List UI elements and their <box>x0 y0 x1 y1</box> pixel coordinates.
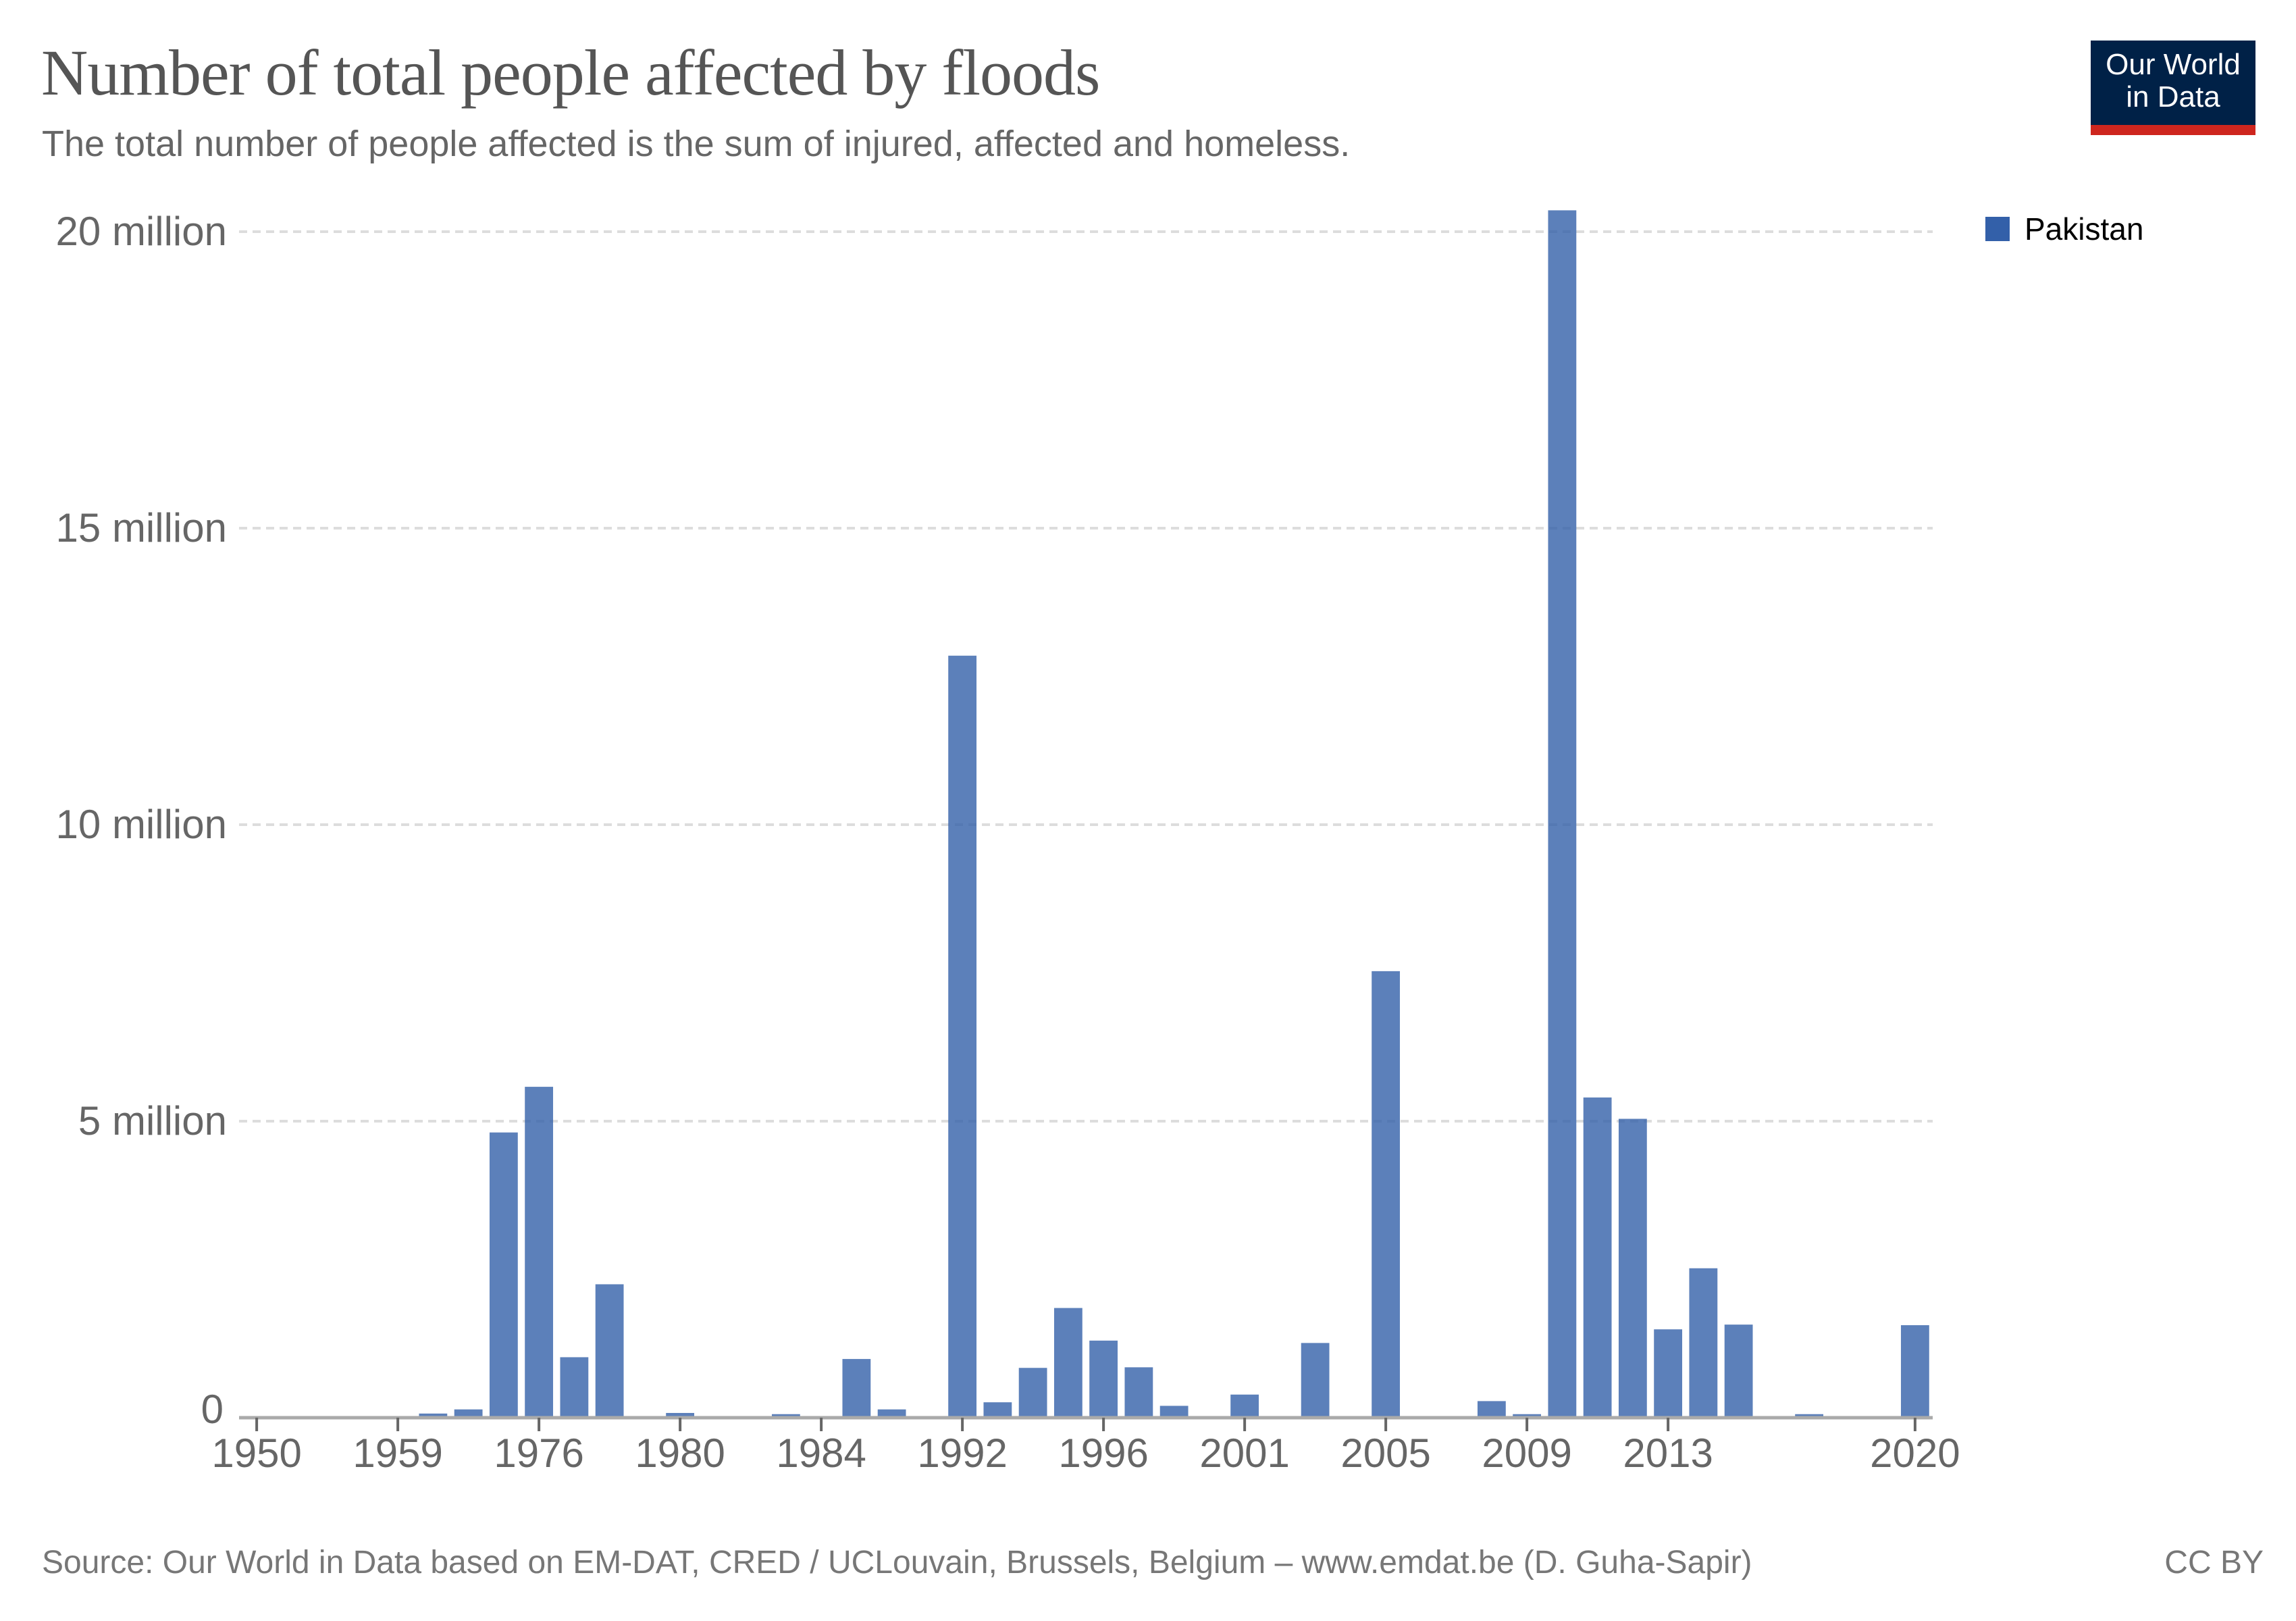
x-tick-label: 1959 <box>353 1431 442 1476</box>
y-tick-label: 5 million <box>78 1098 227 1143</box>
logo-line-1: Our World <box>2106 48 2241 81</box>
source-note: Source: Our World in Data based on EM-DA… <box>42 1545 1752 1580</box>
x-tick-label: 1980 <box>635 1431 725 1476</box>
bar-1976[interactable] <box>525 1087 554 1418</box>
logo-line-2: in Data <box>2126 80 2220 113</box>
bar-1997[interactable] <box>1124 1367 1153 1418</box>
x-tick-label: 1984 <box>776 1431 866 1476</box>
bar-1970[interactable] <box>454 1409 483 1418</box>
legend-label: Pakistan <box>2025 211 2144 247</box>
x-tick-label: 1996 <box>1058 1431 1148 1476</box>
x-tick-label: 2005 <box>1340 1431 1430 1476</box>
bar-2015[interactable] <box>1724 1324 1753 1418</box>
y-axis-labels: 0 5 million 10 million 15 million 20 million <box>56 209 227 1432</box>
y-tick-label: 15 million <box>56 505 227 550</box>
legend-item-pakistan[interactable]: Pakistan <box>1985 211 2143 247</box>
x-tick-label: 2020 <box>1870 1431 1960 1476</box>
bar-1993[interactable] <box>983 1402 1012 1418</box>
bar-2013[interactable] <box>1654 1329 1683 1418</box>
x-tick-label: 2001 <box>1199 1431 1289 1476</box>
bar-1978[interactable] <box>595 1284 624 1418</box>
bar-1980[interactable] <box>666 1412 695 1418</box>
bar-1998[interactable] <box>1159 1406 1189 1418</box>
bar-2005[interactable] <box>1372 971 1401 1418</box>
y-tick-label: 10 million <box>56 802 227 847</box>
chart-subtitle: The total number of people affected is t… <box>42 124 1351 164</box>
bar-2010[interactable] <box>1548 210 1577 1418</box>
bar-2012[interactable] <box>1618 1118 1647 1418</box>
bar-1965[interactable] <box>419 1413 448 1418</box>
owid-logo[interactable]: Our World in Data <box>2091 41 2255 135</box>
y-tick-label: 0 <box>201 1387 224 1432</box>
bar-2003[interactable] <box>1301 1343 1330 1418</box>
bar-2011[interactable] <box>1583 1097 1612 1418</box>
logo-stripe <box>2091 125 2255 135</box>
x-tick-label: 2009 <box>1482 1431 1571 1476</box>
legend-swatch <box>1985 217 2010 241</box>
license-link[interactable]: CC BY <box>2164 1545 2264 1580</box>
gridlines <box>239 230 1933 1123</box>
bar-1983[interactable] <box>771 1414 800 1418</box>
bar-2009[interactable] <box>1513 1414 1542 1418</box>
bar-1988[interactable] <box>877 1409 906 1418</box>
x-tick-label: 2013 <box>1623 1431 1713 1476</box>
bars <box>419 210 1929 1418</box>
bar-1973[interactable] <box>489 1132 518 1418</box>
bar-2020[interactable] <box>1900 1325 1929 1418</box>
bar-2017[interactable] <box>1795 1414 1824 1418</box>
bar-1992[interactable] <box>948 655 977 1418</box>
bar-2001[interactable] <box>1230 1394 1259 1418</box>
x-tick-label: 1950 <box>211 1431 301 1476</box>
x-axis: 1950 1959 1976 1980 1984 1992 1996 2001 2005 2009… <box>211 1416 1960 1476</box>
chart-title: Number of total people affected by flood… <box>41 36 1100 109</box>
x-tick-label: 1992 <box>917 1431 1007 1476</box>
x-tick-label: 1976 <box>494 1431 583 1476</box>
bar-2008[interactable] <box>1477 1401 1506 1418</box>
bar-1994[interactable] <box>1018 1368 1047 1418</box>
y-tick-label: 20 million <box>56 209 227 254</box>
bar-1977[interactable] <box>560 1357 589 1418</box>
bar-1986[interactable] <box>842 1359 871 1418</box>
bar-2014[interactable] <box>1689 1268 1718 1418</box>
bar-1995[interactable] <box>1053 1308 1082 1418</box>
bar-1996[interactable] <box>1089 1340 1118 1418</box>
